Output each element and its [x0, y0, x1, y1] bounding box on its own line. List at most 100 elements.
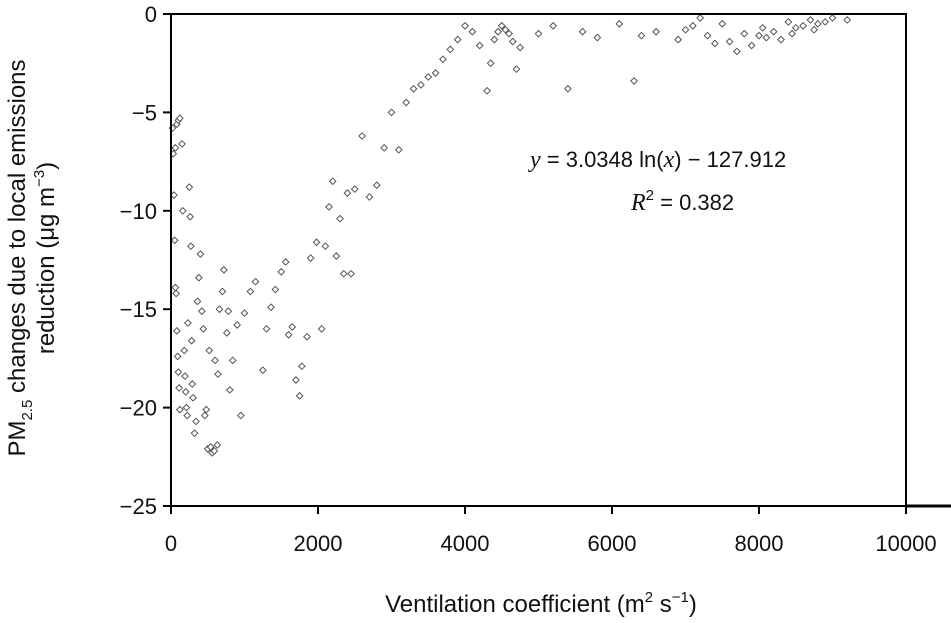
data-point-56	[246, 287, 255, 296]
data-point-67	[295, 391, 304, 400]
data-point-106	[508, 37, 517, 46]
x-axis-title: Ventilation coefficient (m2 s−1)	[385, 589, 697, 618]
data-point-45	[214, 370, 222, 379]
y-tick-label-2: −10	[120, 199, 157, 224]
data-point-60	[267, 303, 275, 312]
data-point-59	[262, 324, 271, 333]
data-point-66	[292, 376, 300, 384]
data-point-63	[281, 258, 290, 266]
y-tick-label-3: −15	[120, 297, 157, 322]
fit-equation: y = 3.0348 ln(x) − 127.912	[528, 147, 786, 173]
data-point-35	[199, 324, 208, 333]
data-point-91	[424, 73, 433, 81]
data-point-96	[461, 21, 469, 30]
data-point-36	[200, 411, 209, 420]
data-point-27	[188, 380, 197, 388]
y-tick-label-0: 0	[145, 2, 157, 27]
data-point-58	[258, 366, 267, 375]
data-point-34	[197, 307, 206, 316]
data-point-57	[251, 277, 260, 286]
data-point-102	[494, 27, 502, 36]
data-point-97	[468, 27, 477, 36]
data-point-135	[828, 14, 837, 22]
data-point-117	[681, 25, 690, 34]
data-point-142	[788, 29, 796, 38]
data-point-64	[284, 330, 293, 339]
y-tick-label-1: −5	[132, 100, 157, 125]
data-point-95	[453, 35, 462, 44]
data-point-65	[288, 323, 297, 331]
data-point-90	[416, 80, 425, 89]
data-point-116	[674, 35, 683, 44]
data-point-86	[387, 108, 396, 117]
data-point-33	[196, 250, 205, 259]
data-point-80	[343, 189, 352, 197]
data-point-10	[175, 405, 184, 414]
data-point-82	[358, 132, 367, 140]
data-point-125	[755, 31, 763, 40]
data-point-89	[409, 84, 418, 93]
data-point-76	[339, 269, 348, 278]
data-point-32	[195, 273, 203, 282]
data-point-112	[578, 27, 587, 36]
data-point-126	[762, 33, 771, 42]
data-point-94	[446, 45, 455, 54]
data-point-26	[187, 336, 196, 345]
data-point-105	[505, 29, 514, 38]
data-point-129	[784, 17, 793, 26]
data-point-48	[220, 265, 228, 274]
data-point-18	[181, 372, 189, 381]
data-point-31	[193, 297, 202, 306]
data-point-113	[615, 19, 624, 28]
data-point-23	[185, 183, 194, 192]
data-point-51	[225, 385, 234, 394]
data-point-4	[171, 283, 180, 292]
data-point-3	[170, 236, 179, 245]
fit-r-squared: R2 = 0.382	[630, 187, 734, 216]
data-point-115	[637, 31, 646, 40]
data-point-119	[703, 31, 712, 40]
data-point-139	[688, 21, 697, 30]
data-point-75	[332, 252, 341, 260]
data-point-101	[490, 35, 499, 44]
x-tick-label-4: 8000	[735, 531, 784, 556]
data-point-99	[483, 86, 491, 95]
data-point-130	[791, 23, 800, 32]
data-point-121	[725, 37, 734, 46]
data-point-17	[180, 346, 189, 355]
data-point-83	[365, 193, 374, 201]
data-point-141	[758, 23, 767, 32]
data-point-15	[178, 139, 186, 148]
data-point-78	[328, 177, 337, 186]
plot-area-frame	[170, 13, 907, 507]
data-point-46	[215, 305, 224, 314]
data-point-118	[696, 14, 705, 22]
data-point-127	[769, 27, 778, 36]
data-point-16	[178, 206, 187, 215]
x-tick-label-3: 6000	[588, 531, 637, 556]
data-point-88	[402, 98, 411, 107]
data-point-71	[312, 238, 321, 247]
data-point-143	[810, 25, 819, 34]
data-point-11	[171, 143, 180, 152]
y-tick-label-4: −20	[120, 396, 157, 421]
data-point-54	[236, 411, 245, 420]
data-point-20	[182, 403, 191, 412]
data-point-84	[372, 181, 381, 190]
data-point-73	[321, 242, 330, 251]
data-point-68	[297, 362, 306, 371]
data-point-120	[718, 19, 727, 28]
data-point-53	[233, 321, 242, 329]
data-point-122	[733, 47, 741, 56]
data-point-128	[777, 35, 785, 44]
data-point-85	[380, 143, 389, 152]
data-point-93	[439, 55, 447, 64]
data-point-14	[175, 114, 184, 123]
data-point-37	[202, 405, 211, 414]
data-point-92	[431, 69, 440, 77]
x-tick-label-0: 0	[165, 531, 177, 556]
data-point-19	[181, 387, 190, 396]
data-point-22	[183, 319, 192, 327]
data-point-134	[821, 17, 830, 26]
